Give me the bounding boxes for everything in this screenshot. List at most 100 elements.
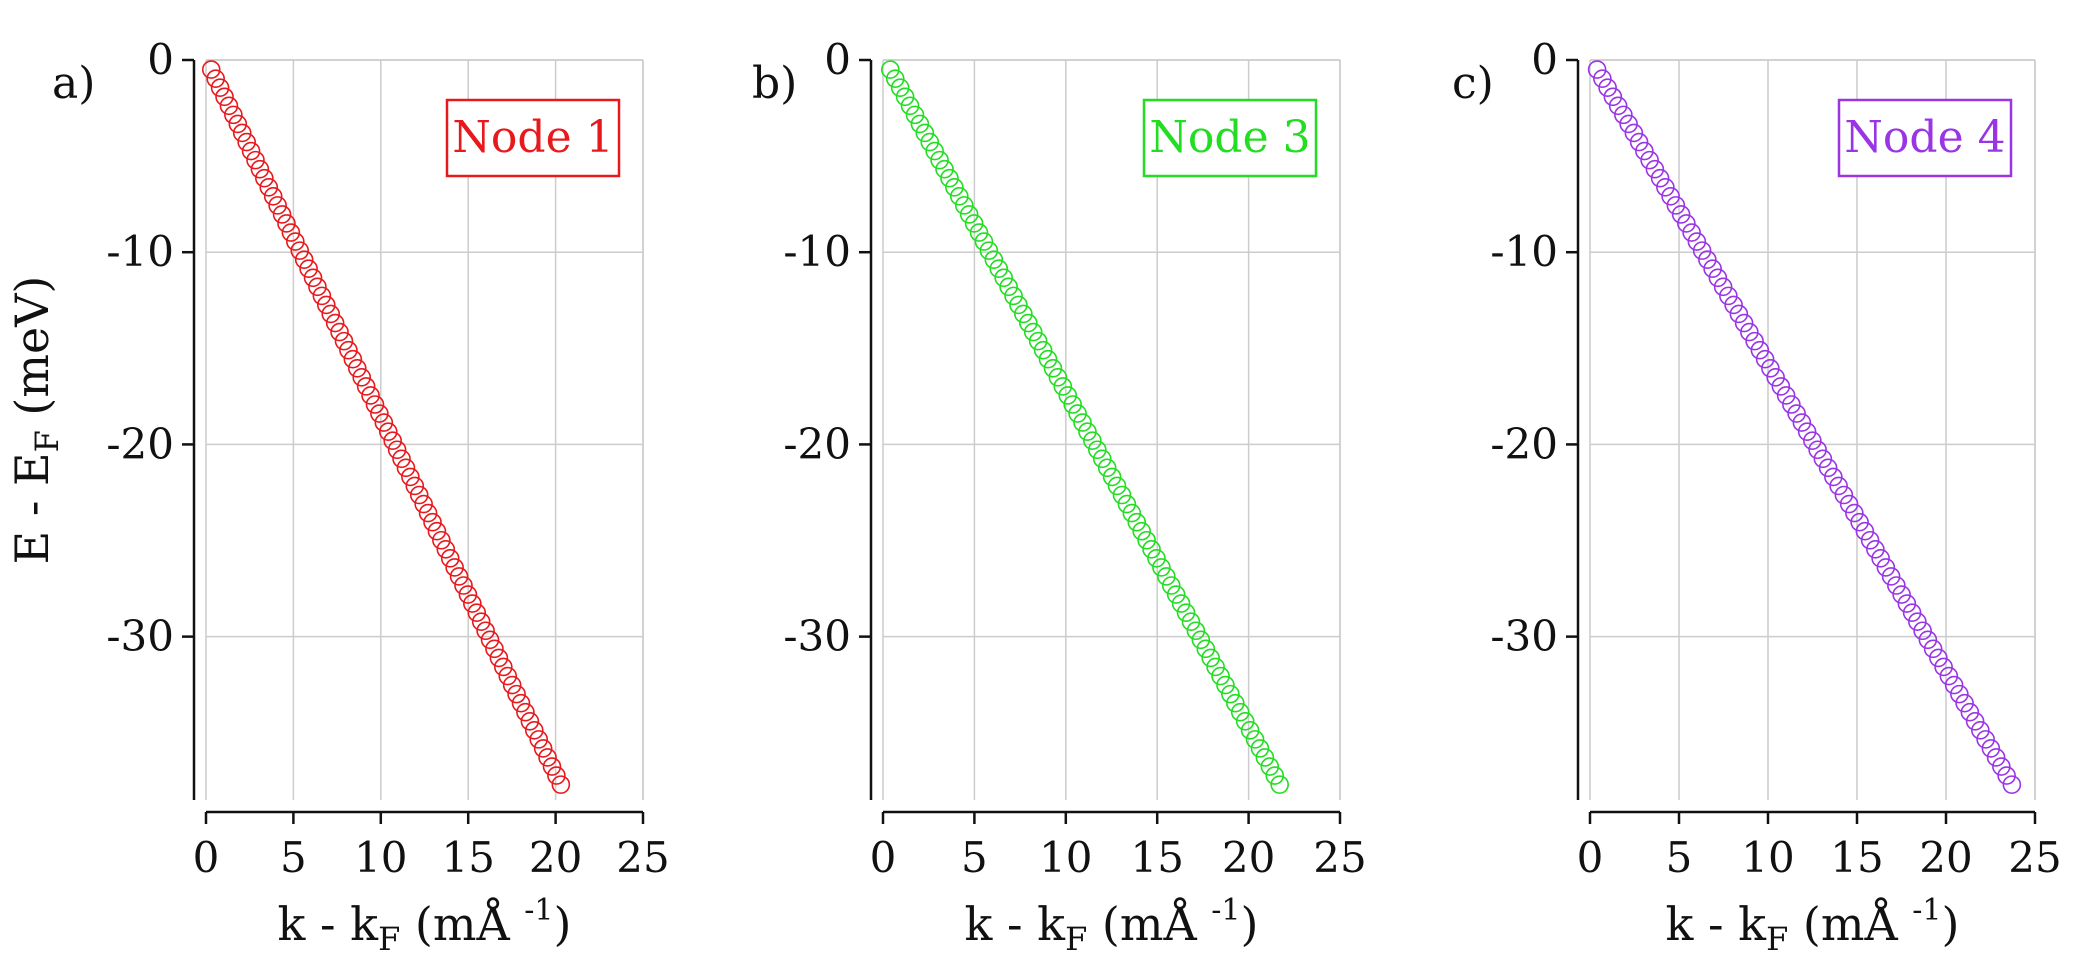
x-tick-label: 5	[1666, 833, 1693, 882]
data-point	[339, 340, 358, 360]
data-point	[1866, 540, 1885, 559]
legend-box	[445, 98, 621, 178]
data-point	[1083, 431, 1102, 450]
data-point	[1750, 340, 1770, 360]
data-point	[1908, 612, 1927, 632]
data-point	[476, 621, 495, 641]
data-point	[370, 404, 389, 423]
data-points	[1587, 60, 2022, 794]
x-tick-label: 10	[1741, 833, 1794, 882]
data-point	[1855, 521, 1875, 541]
data-point	[1230, 702, 1250, 722]
legend-label: Node 1	[452, 112, 613, 163]
data-point	[1918, 630, 1938, 650]
y-tick-label: -30	[783, 612, 851, 661]
data-point	[259, 177, 279, 197]
data-point	[1063, 395, 1082, 414]
data-point	[1719, 286, 1738, 306]
panel-1: 0 5 10 15 20 25 0 -10 -20 -30 a) k - kF (mÅ -1) Node…	[52, 35, 670, 958]
data-point	[1761, 358, 1780, 378]
panel-label: c)	[1452, 58, 1494, 109]
data-point	[1009, 295, 1028, 315]
y-tick-label: -10	[1490, 227, 1558, 276]
legend: Node 4	[1837, 98, 2013, 178]
data-point	[542, 757, 562, 776]
data-point	[201, 60, 221, 79]
data-point	[1078, 422, 1097, 441]
data-point	[984, 250, 1004, 269]
data-point	[1048, 368, 1068, 387]
panel-3: 0 5 10 15 20 25 0 -10 -20 -30 c) k - kF (mÅ -1) Node…	[1452, 35, 2062, 958]
data-point	[255, 168, 274, 188]
data-point	[374, 413, 394, 432]
data-point	[1892, 585, 1911, 604]
data-point	[312, 286, 332, 306]
data-point	[940, 168, 959, 188]
data-point	[1729, 304, 1749, 324]
legend-label: Node 3	[1149, 112, 1310, 163]
data-point	[1850, 512, 1869, 532]
data-point	[272, 205, 292, 224]
y-tick-label: -20	[1490, 419, 1558, 468]
data-point	[361, 386, 380, 405]
x-tick-label: 5	[280, 833, 307, 882]
x-axis-title-superscript: -1	[1912, 893, 1941, 928]
data-point	[1635, 141, 1654, 161]
data-point	[1619, 114, 1638, 134]
data-point	[1014, 304, 1033, 324]
x-axis-title: k - kF (mÅ -1)	[965, 893, 1259, 958]
data-point	[1986, 748, 2006, 767]
x-tick-label: 25	[616, 833, 669, 882]
x-axis-title-close: )	[554, 897, 572, 951]
data-point	[1887, 576, 1906, 595]
data-point	[215, 87, 234, 107]
data-point	[1829, 476, 1848, 496]
data-point	[1640, 150, 1659, 170]
data-point	[1876, 558, 1896, 577]
data-point	[1944, 675, 1964, 695]
data-point	[1196, 639, 1216, 659]
x-tick-label: 15	[1830, 833, 1883, 882]
data-point	[1661, 187, 1680, 206]
y-tick-label: -30	[106, 612, 174, 661]
x-tick-label: 25	[2008, 833, 2061, 882]
data-point	[1122, 503, 1142, 523]
data-point	[1157, 567, 1176, 586]
data-points	[201, 60, 571, 794]
data-point	[1023, 322, 1043, 342]
data-point	[378, 422, 398, 441]
data-point	[551, 775, 571, 794]
data-point	[1053, 377, 1073, 396]
data-point	[467, 603, 487, 622]
data-point	[1766, 368, 1785, 387]
data-point	[1624, 123, 1644, 143]
data-point	[1593, 69, 1612, 88]
data-point	[1771, 377, 1791, 396]
data-point	[1950, 684, 1969, 704]
x-tick-label: 15	[441, 833, 494, 882]
data-point	[529, 730, 549, 749]
data-point	[343, 349, 363, 369]
panel-label: b)	[752, 58, 797, 109]
gridlines	[882, 59, 1341, 800]
data-point	[480, 630, 500, 650]
data-point	[1713, 277, 1733, 297]
data-point	[409, 485, 429, 505]
data-point	[1792, 413, 1812, 432]
data-point	[392, 449, 411, 469]
data-point	[1645, 159, 1665, 179]
data-point	[1965, 711, 1985, 731]
legend-box	[1142, 98, 1318, 178]
data-point	[890, 78, 910, 98]
data-point	[1902, 603, 1922, 622]
data-point	[1171, 594, 1191, 613]
data-point	[387, 440, 407, 460]
x-tick-label: 10	[354, 833, 407, 882]
data-point	[1860, 530, 1880, 550]
data-point	[502, 675, 522, 695]
data-point	[1265, 766, 1285, 785]
data-points	[881, 60, 1289, 794]
data-point	[423, 512, 442, 532]
data-point	[1818, 458, 1838, 478]
data-point	[538, 748, 557, 767]
